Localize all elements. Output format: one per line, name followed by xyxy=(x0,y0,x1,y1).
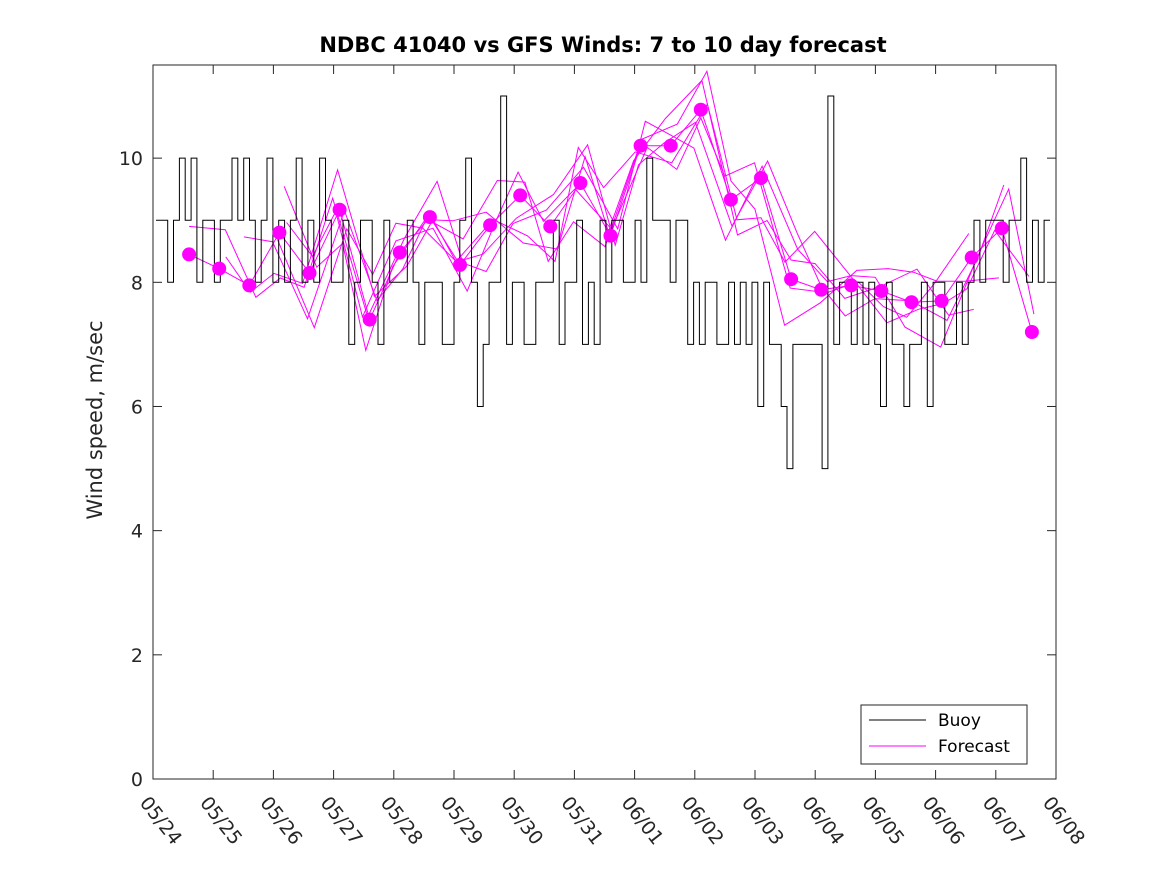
forecast-point xyxy=(934,293,949,308)
legend-box xyxy=(860,704,1028,765)
forecast-point xyxy=(453,257,467,272)
forecast-point xyxy=(422,210,437,225)
forecast-point xyxy=(784,272,799,287)
plot-area-frame xyxy=(152,64,1057,780)
forecast-trace xyxy=(225,121,1005,322)
forecast-point xyxy=(483,218,498,233)
chart-title: NDBC 41040 vs GFS Winds: 7 to 10 day for… xyxy=(319,33,886,57)
forecast-point xyxy=(302,266,317,280)
y-tick-label: 8 xyxy=(131,272,143,294)
legend-label-forecast: Forecast xyxy=(938,737,1010,757)
forecast-point xyxy=(693,102,708,117)
forecast-point xyxy=(212,261,227,276)
forecast-point xyxy=(513,188,528,203)
forecast-point xyxy=(754,171,768,185)
forecast-point xyxy=(633,138,648,153)
forecast-point xyxy=(543,219,558,234)
forecast-point xyxy=(362,312,377,327)
forecast-point xyxy=(904,295,919,310)
y-axis-label: Wind speed, m/sec xyxy=(83,320,107,519)
forecast-point xyxy=(603,228,618,243)
y-tick-label: 2 xyxy=(131,645,143,667)
forecast-points xyxy=(182,102,1039,339)
forecast-point xyxy=(1024,325,1039,339)
forecast-point xyxy=(874,284,889,298)
y-tick-label: 6 xyxy=(131,396,143,418)
buoy-line xyxy=(156,95,1050,470)
forecast-point xyxy=(814,282,829,297)
forecast-point xyxy=(242,278,257,293)
forecast-point xyxy=(844,278,859,293)
y-axis: 0 2 4 6 8 10 xyxy=(119,148,1056,791)
forecast-point xyxy=(332,202,347,217)
y-tick-label: 4 xyxy=(131,521,143,543)
legend: Buoy Forecast xyxy=(860,704,1028,765)
y-tick-label: 10 xyxy=(119,148,143,170)
forecast-point xyxy=(723,192,738,207)
forecast-trace xyxy=(276,102,1030,330)
forecast-point xyxy=(272,225,287,240)
y-tick-label: 0 xyxy=(131,769,143,791)
forecast-point xyxy=(964,250,979,265)
buoy-series xyxy=(156,95,1050,470)
forecast-point xyxy=(663,138,678,153)
forecast-trace xyxy=(286,116,970,319)
forecast-point xyxy=(994,221,1009,236)
legend-label-buoy: Buoy xyxy=(938,711,981,731)
forecast-point xyxy=(573,176,588,190)
forecast-point xyxy=(182,247,197,262)
forecast-point xyxy=(392,245,407,260)
